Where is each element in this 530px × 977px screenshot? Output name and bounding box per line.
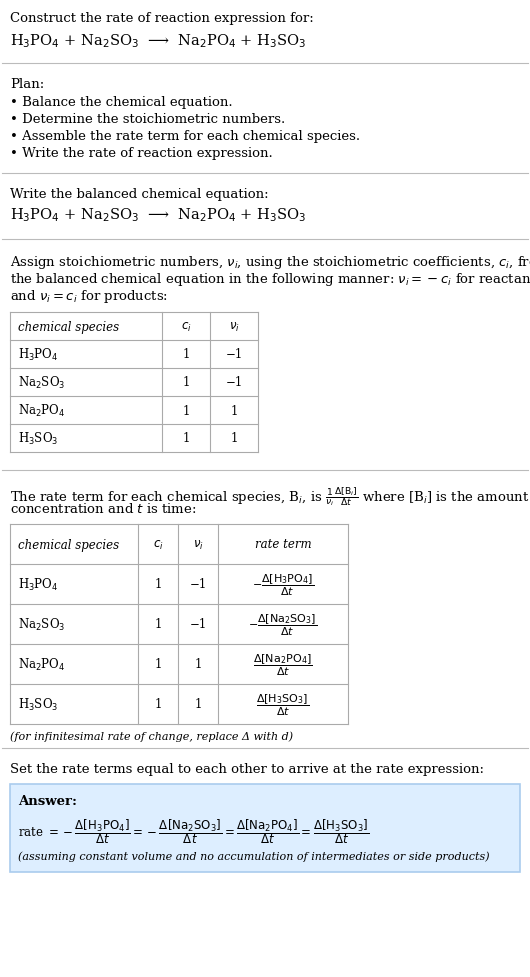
Text: 1: 1 (154, 578, 162, 591)
Text: Na$_2$SO$_3$: Na$_2$SO$_3$ (18, 616, 65, 632)
Text: −1: −1 (189, 578, 207, 591)
Text: $\nu_i$: $\nu_i$ (228, 320, 240, 333)
Text: Na$_2$PO$_4$: Na$_2$PO$_4$ (18, 403, 65, 418)
Bar (10, 785, 520, 872)
Text: H$_3$PO$_4$ + Na$_2$SO$_3$  ⟶  Na$_2$PO$_4$ + H$_3$SO$_3$: H$_3$PO$_4$ + Na$_2$SO$_3$ ⟶ Na$_2$PO$_4… (10, 206, 306, 224)
Text: 1: 1 (231, 432, 237, 446)
Text: H$_3$SO$_3$: H$_3$SO$_3$ (18, 431, 58, 446)
Text: $\dfrac{\Delta[\mathrm{Na_2PO_4}]}{\Delta t}$: $\dfrac{\Delta[\mathrm{Na_2PO_4}]}{\Delt… (253, 652, 313, 677)
Text: 1: 1 (182, 404, 190, 417)
Text: • Balance the chemical equation.: • Balance the chemical equation. (10, 96, 233, 108)
Text: Write the balanced chemical equation:: Write the balanced chemical equation: (10, 188, 269, 201)
Text: −1: −1 (225, 376, 243, 389)
Text: $\dfrac{\Delta[\mathrm{H_3SO_3}]}{\Delta t}$: $\dfrac{\Delta[\mathrm{H_3SO_3}]}{\Delta… (257, 692, 310, 717)
Text: • Write the rate of reaction expression.: • Write the rate of reaction expression. (10, 147, 273, 160)
Text: H$_3$PO$_4$: H$_3$PO$_4$ (18, 576, 58, 592)
Text: Plan:: Plan: (10, 78, 44, 91)
Text: rate term: rate term (255, 538, 311, 551)
Text: $c_i$: $c_i$ (181, 320, 191, 333)
Text: Na$_2$PO$_4$: Na$_2$PO$_4$ (18, 657, 65, 672)
Text: and $\nu_i = c_i$ for products:: and $\nu_i = c_i$ for products: (10, 287, 168, 305)
Text: rate $= -\dfrac{\Delta[\mathrm{H_3PO_4}]}{\Delta t} = -\dfrac{\Delta[\mathrm{Na_: rate $= -\dfrac{\Delta[\mathrm{H_3PO_4}]… (18, 816, 369, 845)
Text: 1: 1 (195, 658, 202, 671)
Text: 1: 1 (154, 658, 162, 671)
Text: 1: 1 (182, 348, 190, 361)
Text: 1: 1 (182, 432, 190, 446)
Text: chemical species: chemical species (18, 538, 119, 551)
Text: 1: 1 (154, 698, 162, 711)
Text: the balanced chemical equation in the following manner: $\nu_i = -c_i$ for react: the balanced chemical equation in the fo… (10, 271, 530, 287)
Text: H$_3$PO$_4$ + Na$_2$SO$_3$  ⟶  Na$_2$PO$_4$ + H$_3$SO$_3$: H$_3$PO$_4$ + Na$_2$SO$_3$ ⟶ Na$_2$PO$_4… (10, 32, 306, 50)
Text: (for infinitesimal rate of change, replace Δ with d): (for infinitesimal rate of change, repla… (10, 730, 293, 741)
Text: −1: −1 (189, 617, 207, 631)
Text: chemical species: chemical species (18, 320, 119, 333)
Text: The rate term for each chemical species, B$_i$, is $\frac{1}{\nu_i}\frac{\Delta[: The rate term for each chemical species,… (10, 485, 529, 507)
Text: • Assemble the rate term for each chemical species.: • Assemble the rate term for each chemic… (10, 130, 360, 143)
Text: $\nu_i$: $\nu_i$ (192, 538, 204, 551)
Text: Na$_2$SO$_3$: Na$_2$SO$_3$ (18, 374, 65, 391)
Text: −1: −1 (225, 348, 243, 361)
Text: 1: 1 (231, 404, 237, 417)
Text: (assuming constant volume and no accumulation of intermediates or side products): (assuming constant volume and no accumul… (18, 850, 490, 861)
Text: $-\dfrac{\Delta[\mathrm{H_3PO_4}]}{\Delta t}$: $-\dfrac{\Delta[\mathrm{H_3PO_4}]}{\Delt… (252, 572, 314, 597)
Text: 1: 1 (195, 698, 202, 711)
Text: H$_3$PO$_4$: H$_3$PO$_4$ (18, 347, 58, 362)
Text: • Determine the stoichiometric numbers.: • Determine the stoichiometric numbers. (10, 113, 285, 126)
Text: Answer:: Answer: (18, 794, 77, 807)
Text: H$_3$SO$_3$: H$_3$SO$_3$ (18, 697, 58, 712)
Text: Assign stoichiometric numbers, $\nu_i$, using the stoichiometric coefficients, $: Assign stoichiometric numbers, $\nu_i$, … (10, 254, 530, 271)
Text: Set the rate terms equal to each other to arrive at the rate expression:: Set the rate terms equal to each other t… (10, 762, 484, 775)
Text: 1: 1 (154, 617, 162, 631)
Text: $-\dfrac{\Delta[\mathrm{Na_2SO_3}]}{\Delta t}$: $-\dfrac{\Delta[\mathrm{Na_2SO_3}]}{\Del… (249, 612, 317, 637)
Text: Construct the rate of reaction expression for:: Construct the rate of reaction expressio… (10, 12, 314, 25)
Text: concentration and $t$ is time:: concentration and $t$ is time: (10, 501, 197, 516)
Text: $c_i$: $c_i$ (153, 538, 163, 551)
Text: 1: 1 (182, 376, 190, 389)
